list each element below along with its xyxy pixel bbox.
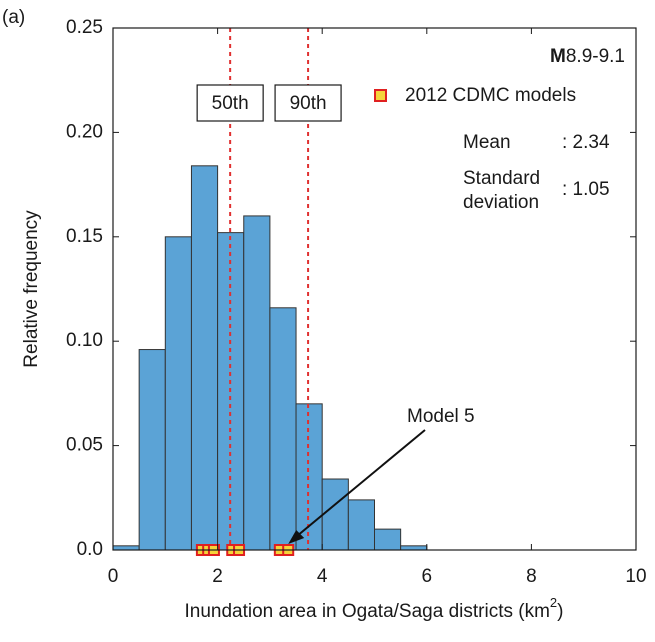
y-tick-label: 0.10	[66, 330, 103, 351]
annotation-text: Model 5	[407, 406, 475, 427]
legend-marker	[374, 89, 387, 102]
bar	[164, 236, 192, 551]
x-tick-label: 10	[625, 566, 646, 587]
x-axis-label: Inundation area in Ogata/Saga districts …	[185, 595, 564, 622]
bar	[347, 499, 376, 551]
x-tick-label: 0	[108, 566, 119, 587]
x-axis-label-end: )	[557, 601, 563, 622]
bar	[190, 165, 219, 551]
y-tick-label: 0.20	[66, 121, 103, 142]
magnitude-prefix: M	[550, 46, 566, 67]
x-tick-label: 6	[422, 566, 433, 587]
magnitude: M8.9-9.1	[550, 46, 625, 67]
x-axis-label-sup: 2	[550, 595, 557, 610]
x-tick-label: 8	[526, 566, 537, 587]
y-tick-label: 0.05	[66, 435, 103, 456]
x-tick-label: 2	[212, 566, 223, 587]
bar	[295, 403, 323, 551]
legend-label: 2012 CDMC models	[405, 85, 576, 106]
y-tick-label: 0.15	[66, 226, 103, 247]
stat-value: : 1.05	[562, 179, 610, 200]
y-axis-label: Relative frequency	[21, 210, 42, 368]
bar	[112, 545, 140, 551]
bar	[374, 528, 402, 551]
stat-value: : 2.34	[562, 132, 610, 153]
percentile-box	[274, 84, 342, 122]
percentile-box	[196, 84, 264, 122]
x-tick-label: 4	[317, 566, 328, 587]
stat-label: Standard	[463, 168, 540, 189]
arrow-head	[288, 530, 305, 544]
stat-label: deviation	[463, 192, 539, 213]
bar	[321, 478, 349, 551]
stat-label: Mean	[463, 132, 511, 153]
bar	[138, 349, 166, 551]
panel-label: (a)	[2, 7, 25, 28]
y-tick-label: 0.25	[66, 17, 103, 38]
percentile-label: 50th	[212, 93, 249, 114]
bar	[243, 215, 271, 551]
bar	[400, 545, 428, 551]
percentile-label: 90th	[290, 93, 327, 114]
y-tick-label: 0.0	[77, 539, 103, 560]
annotation-arrow	[291, 429, 426, 541]
bar	[269, 307, 297, 551]
axes-frame	[112, 27, 637, 551]
x-axis-label-main: Inundation area in Ogata/Saga districts …	[185, 601, 550, 622]
magnitude-text: 8.9-9.1	[566, 46, 625, 67]
